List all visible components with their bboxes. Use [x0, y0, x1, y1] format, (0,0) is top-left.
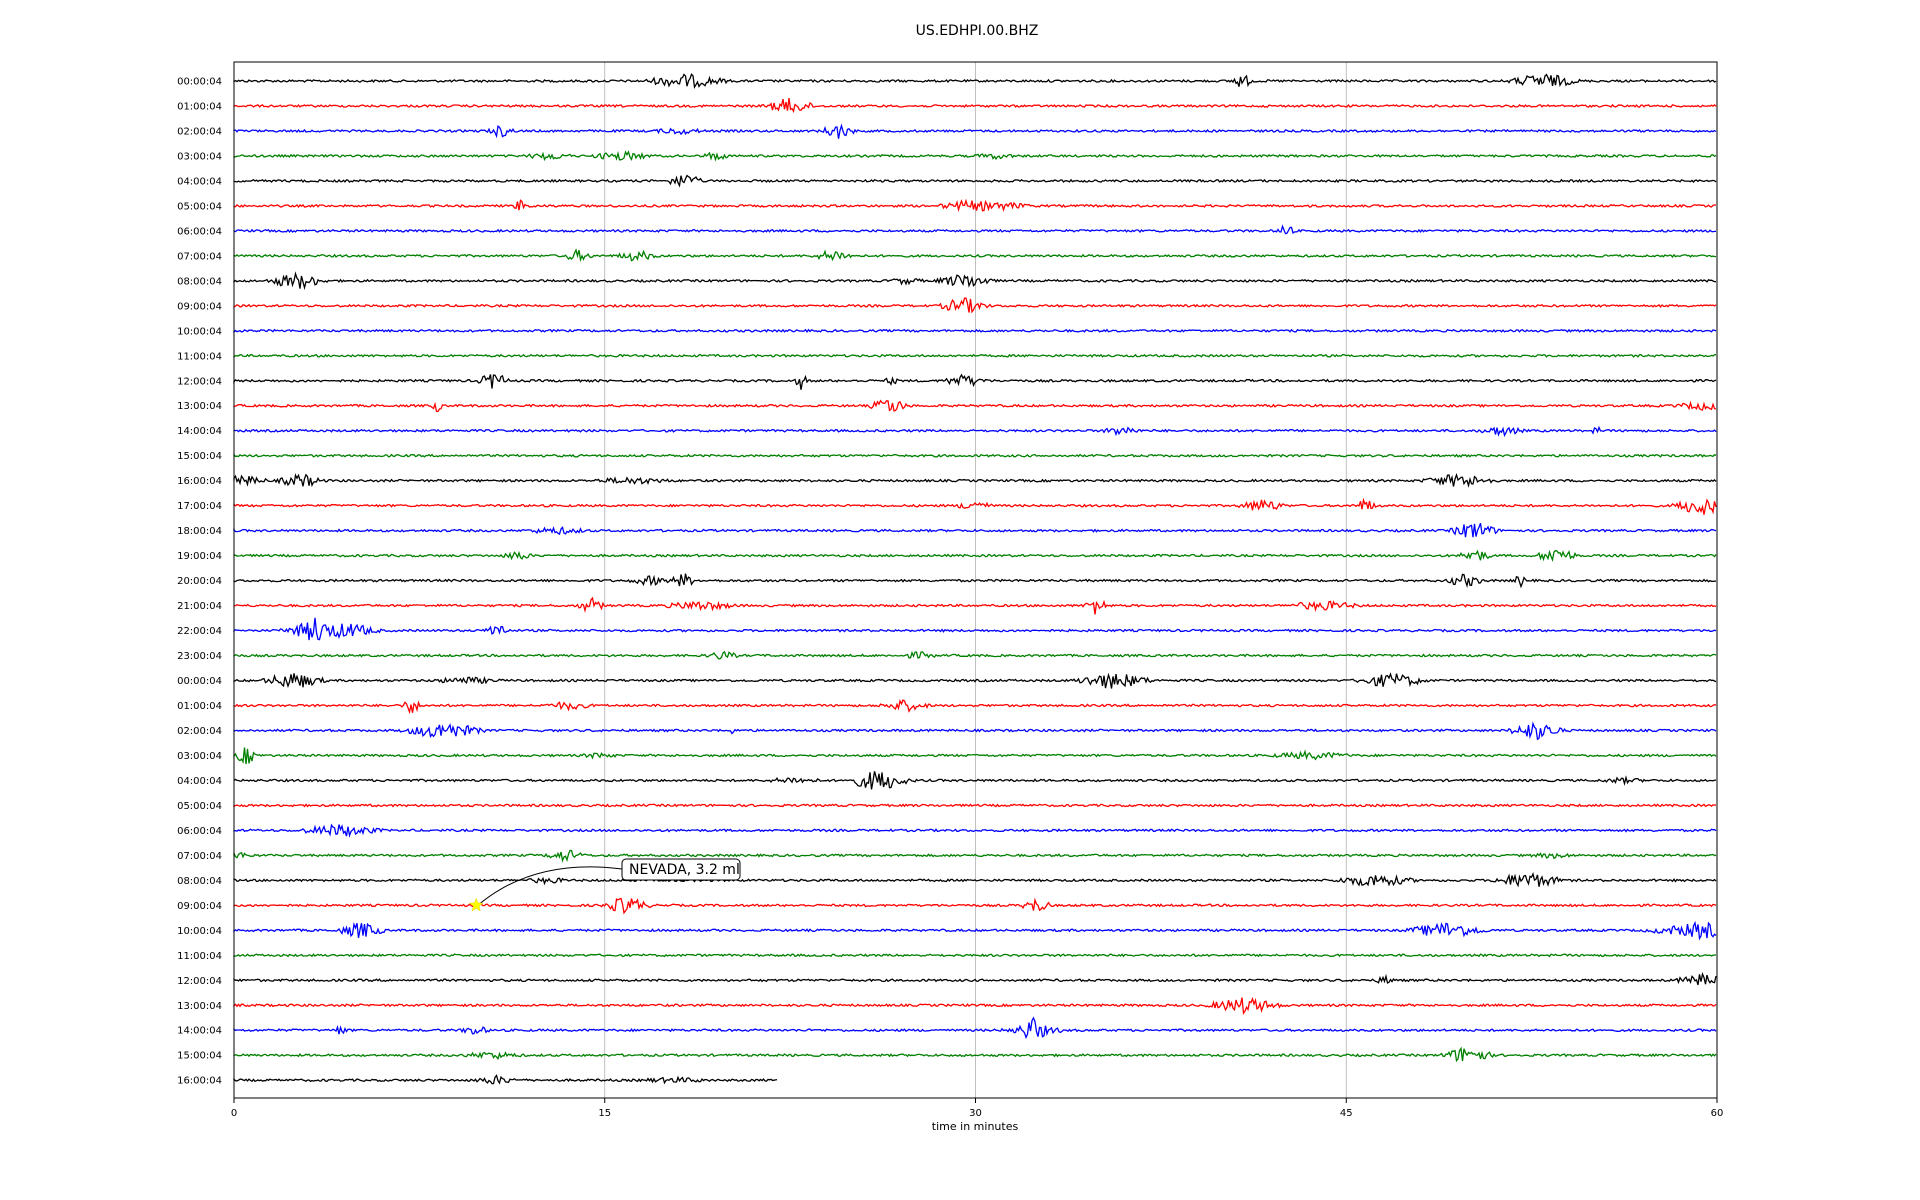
trace-row-10 — [233, 328, 1717, 334]
trace-row-14 — [233, 425, 1717, 438]
row-label-3: 03:00:04 — [177, 151, 222, 162]
row-label-6: 06:00:04 — [177, 226, 222, 237]
row-label-9: 09:00:04 — [177, 301, 222, 312]
row-label-15: 15:00:04 — [177, 451, 222, 462]
trace-row-22 — [233, 617, 1717, 641]
row-label-39: 15:00:04 — [177, 1051, 222, 1062]
row-label-26: 02:00:04 — [177, 726, 222, 737]
trace-row-36 — [233, 971, 1717, 986]
trace-row-23 — [233, 650, 1717, 660]
trace-row-31 — [233, 849, 1717, 863]
trace-row-30 — [233, 823, 1717, 838]
trace-row-25 — [233, 699, 1717, 715]
row-label-19: 19:00:04 — [177, 551, 222, 562]
trace-row-40 — [233, 1074, 778, 1085]
row-label-31: 07:00:04 — [177, 851, 222, 862]
traces — [233, 73, 1717, 1085]
row-label-11: 11:00:04 — [177, 351, 222, 362]
row-label-30: 06:00:04 — [177, 826, 222, 837]
row-label-25: 01:00:04 — [177, 701, 222, 712]
row-label-38: 14:00:04 — [177, 1026, 222, 1037]
event-annotation: NEVADA, 3.2 ml — [468, 858, 741, 912]
trace-row-32 — [233, 872, 1717, 888]
row-label-34: 10:00:04 — [177, 926, 222, 937]
trace-row-39 — [233, 1046, 1717, 1063]
trace-row-0 — [233, 73, 1717, 89]
chart-title: US.EDHPI.00.BHZ — [916, 23, 1039, 39]
trace-row-27 — [233, 747, 1717, 765]
row-label-16: 16:00:04 — [177, 476, 222, 487]
trace-row-5 — [233, 198, 1716, 213]
row-label-12: 12:00:04 — [177, 376, 222, 387]
trace-row-12 — [233, 373, 1717, 390]
trace-row-38 — [233, 1016, 1717, 1040]
trace-row-28 — [233, 771, 1717, 790]
x-tick-label-30: 30 — [969, 1108, 982, 1119]
annotation-label: NEVADA, 3.2 ml — [629, 862, 740, 878]
trace-row-6 — [233, 224, 1716, 235]
row-label-22: 22:00:04 — [177, 626, 222, 637]
trace-row-13 — [233, 399, 1717, 413]
row-label-20: 20:00:04 — [177, 576, 222, 587]
trace-row-16 — [233, 472, 1717, 488]
row-label-8: 08:00:04 — [177, 276, 222, 287]
trace-row-3 — [233, 150, 1717, 162]
row-label-4: 04:00:04 — [177, 176, 222, 187]
row-label-21: 21:00:04 — [177, 601, 222, 612]
trace-row-11 — [233, 353, 1717, 358]
row-label-1: 01:00:04 — [177, 102, 222, 113]
row-label-13: 13:00:04 — [177, 401, 222, 412]
row-label-29: 05:00:04 — [177, 801, 222, 812]
x-tick-label-0: 0 — [231, 1108, 237, 1119]
row-label-10: 10:00:04 — [177, 326, 222, 337]
x-tick-label-45: 45 — [1340, 1108, 1353, 1119]
row-label-14: 14:00:04 — [177, 426, 222, 437]
trace-row-19 — [233, 549, 1717, 562]
row-label-24: 00:00:04 — [177, 676, 222, 687]
trace-row-7 — [233, 248, 1717, 263]
trace-row-8 — [233, 271, 1717, 291]
x-tick-label-60: 60 — [1711, 1108, 1724, 1119]
row-label-5: 05:00:04 — [177, 201, 222, 212]
trace-row-37 — [233, 996, 1717, 1015]
trace-row-18 — [233, 522, 1717, 538]
row-label-18: 18:00:04 — [177, 526, 222, 537]
trace-row-2 — [233, 123, 1717, 139]
trace-row-35 — [233, 953, 1717, 958]
row-labels: 00:00:04 01:00:04 02:00:04 03:00:04 04:00:04… — [177, 77, 222, 1087]
row-label-36: 12:00:04 — [177, 976, 222, 987]
row-label-0: 00:00:04 — [177, 77, 222, 88]
x-tick-label-15: 15 — [598, 1108, 611, 1119]
event-star-marker — [468, 897, 484, 912]
row-label-2: 02:00:04 — [177, 127, 222, 138]
row-label-23: 23:00:04 — [177, 651, 222, 662]
trace-row-26 — [233, 721, 1717, 741]
annotation-arrow — [479, 866, 623, 904]
x-axis: 0 15 30 45 60 — [231, 1098, 1724, 1119]
row-label-37: 13:00:04 — [177, 1001, 222, 1012]
row-label-33: 09:00:04 — [177, 901, 222, 912]
row-label-40: 16:00:04 — [177, 1076, 222, 1087]
x-axis-label: time in minutes — [932, 1120, 1019, 1133]
trace-row-1 — [233, 98, 1717, 114]
trace-row-21 — [233, 596, 1717, 615]
trace-row-34 — [233, 920, 1717, 941]
trace-row-4 — [233, 174, 1717, 188]
trace-row-15 — [233, 453, 1717, 458]
row-label-27: 03:00:04 — [177, 751, 222, 762]
trace-row-9 — [233, 297, 1717, 314]
row-label-17: 17:00:04 — [177, 501, 222, 512]
annotation-box — [621, 858, 741, 881]
row-label-7: 07:00:04 — [177, 251, 222, 262]
trace-row-24 — [233, 672, 1717, 689]
trace-row-20 — [233, 573, 1717, 589]
trace-row-29 — [233, 803, 1717, 808]
trace-row-17 — [233, 497, 1717, 515]
row-label-35: 11:00:04 — [177, 951, 222, 962]
row-label-28: 04:00:04 — [177, 776, 222, 787]
row-label-32: 08:00:04 — [177, 876, 222, 887]
